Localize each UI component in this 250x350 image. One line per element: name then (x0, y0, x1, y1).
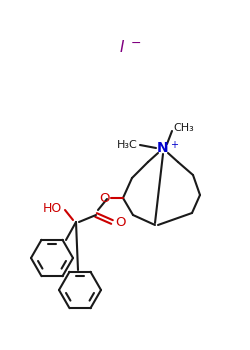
Text: +: + (170, 140, 178, 150)
Text: O: O (100, 191, 110, 204)
Text: −: − (131, 36, 141, 49)
Text: CH₃: CH₃ (173, 123, 194, 133)
Text: HO: HO (43, 202, 62, 215)
Text: N: N (157, 141, 169, 155)
Text: I: I (120, 40, 124, 55)
Text: O: O (115, 216, 126, 229)
Text: H₃C: H₃C (117, 140, 138, 150)
